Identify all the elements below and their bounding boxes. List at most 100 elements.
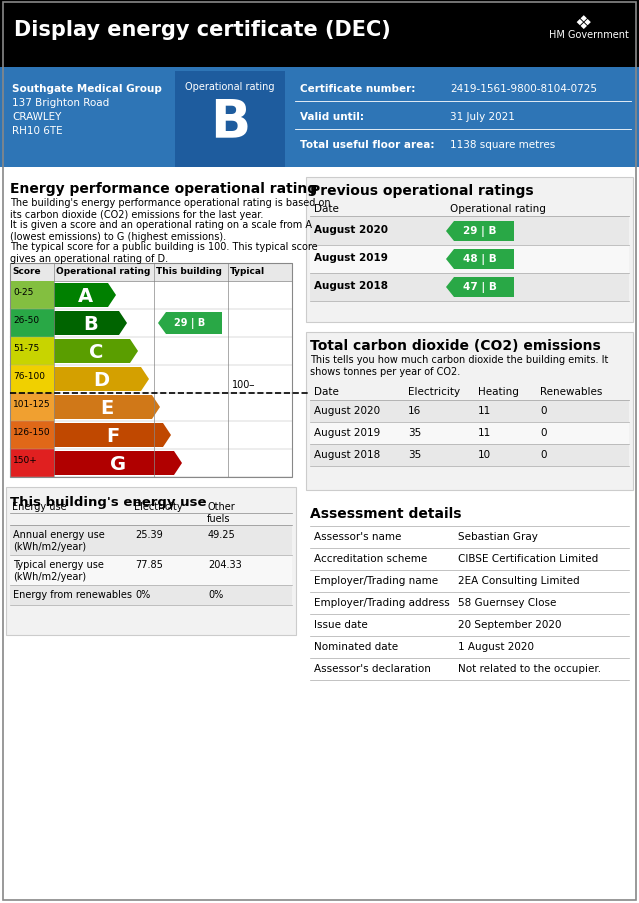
Text: August 2018: August 2018 (314, 281, 388, 291)
Text: Accreditation scheme: Accreditation scheme (314, 554, 427, 563)
Text: 58 Guernsey Close: 58 Guernsey Close (458, 598, 557, 608)
Text: Heating: Heating (478, 386, 519, 396)
Bar (306, 332, 633, 490)
Text: This building: This building (156, 266, 222, 275)
Text: B: B (83, 314, 98, 333)
Text: 0%: 0% (135, 590, 150, 600)
Text: Total carbon dioxide (CO2) emissions: Total carbon dioxide (CO2) emissions (310, 339, 601, 352)
Text: Certificate number:: Certificate number: (300, 84, 415, 94)
Text: Not related to the occupier.: Not related to the occupier. (458, 664, 601, 674)
Text: C: C (89, 342, 103, 361)
Text: 0: 0 (540, 405, 546, 415)
Bar (310, 401, 629, 423)
Text: 0-25: 0-25 (13, 288, 33, 297)
Text: Annual energy use
(kWh/m2/year): Annual energy use (kWh/m2/year) (13, 529, 105, 551)
Text: D: D (93, 370, 109, 389)
Bar (6, 488, 296, 636)
Text: 20 September 2020: 20 September 2020 (458, 619, 562, 629)
Text: Other
fuels: Other fuels (207, 501, 235, 523)
Text: Assessor's name: Assessor's name (314, 531, 401, 542)
Bar (0, 72, 639, 168)
Text: Total useful floor area:: Total useful floor area: (300, 140, 435, 150)
Text: Employer/Trading address: Employer/Trading address (314, 598, 450, 608)
Bar (306, 178, 633, 322)
Text: 0%: 0% (208, 590, 223, 600)
Bar (10, 264, 292, 282)
Text: 25.39: 25.39 (135, 529, 163, 539)
Text: 101-125: 101-125 (13, 399, 50, 408)
Text: Valid until:: Valid until: (300, 112, 364, 122)
Bar (10, 422, 54, 450)
Text: Employer/Trading name: Employer/Trading name (314, 575, 438, 585)
Text: Sebastian Gray: Sebastian Gray (458, 531, 538, 542)
Text: Assessment details: Assessment details (310, 507, 461, 520)
Text: 10: 10 (478, 450, 491, 460)
Bar (310, 246, 629, 274)
Bar (0, 68, 639, 72)
Text: Energy performance operational rating: Energy performance operational rating (10, 182, 317, 196)
Text: 31 July 2021: 31 July 2021 (450, 112, 515, 122)
Text: This building's energy use: This building's energy use (10, 496, 206, 508)
Polygon shape (158, 312, 222, 335)
Text: August 2020: August 2020 (314, 405, 380, 415)
Polygon shape (54, 396, 160, 420)
Bar (10, 526, 292, 555)
Text: 11: 11 (478, 427, 491, 438)
Polygon shape (446, 278, 514, 298)
Text: Energy from renewables: Energy from renewables (13, 590, 132, 600)
Bar (310, 423, 629, 444)
Text: 126-150: 126-150 (13, 427, 50, 436)
Text: The typical score for a public building is 100. This typical score
gives an oper: The typical score for a public building … (10, 242, 318, 264)
Text: Date: Date (314, 204, 339, 214)
Text: RH10 6TE: RH10 6TE (12, 126, 63, 135)
Text: 35: 35 (408, 427, 421, 438)
Bar (10, 264, 292, 478)
Text: August 2019: August 2019 (314, 253, 388, 263)
Polygon shape (446, 222, 514, 242)
Text: 100: 100 (232, 379, 250, 389)
Text: It is given a score and an operational rating on a scale from A
(lowest emission: It is given a score and an operational r… (10, 219, 312, 241)
Text: E: E (100, 398, 114, 417)
Text: B: B (210, 96, 250, 148)
Text: Typical: Typical (230, 266, 265, 275)
Text: 29 | B: 29 | B (463, 226, 497, 237)
Bar (310, 218, 629, 246)
Text: 137 Brighton Road: 137 Brighton Road (12, 98, 109, 107)
Text: 47 | B: 47 | B (463, 282, 497, 293)
Text: Electricity: Electricity (134, 501, 183, 511)
Polygon shape (54, 284, 116, 308)
Text: 48 | B: 48 | B (463, 254, 497, 265)
Text: August 2019: August 2019 (314, 427, 380, 438)
Text: 1 August 2020: 1 August 2020 (458, 641, 534, 651)
Polygon shape (54, 424, 171, 448)
Text: 2EA Consulting Limited: 2EA Consulting Limited (458, 575, 580, 585)
Polygon shape (54, 368, 149, 392)
Text: 0: 0 (540, 427, 546, 438)
Text: G: G (110, 454, 126, 473)
Bar (10, 310, 54, 338)
Text: August 2020: August 2020 (314, 225, 388, 235)
Text: 76-100: 76-100 (13, 372, 45, 380)
Text: 204.33: 204.33 (208, 559, 242, 570)
Text: Previous operational ratings: Previous operational ratings (310, 184, 534, 198)
Bar (10, 585, 292, 605)
Text: Southgate Medical Group: Southgate Medical Group (12, 84, 162, 94)
Bar (310, 444, 629, 467)
Text: Display energy certificate (DEC): Display energy certificate (DEC) (14, 20, 391, 40)
Bar (10, 366, 54, 394)
Text: 1138 square metres: 1138 square metres (450, 140, 555, 150)
Text: Issue date: Issue date (314, 619, 368, 629)
Polygon shape (54, 340, 138, 364)
Text: Typical energy use
(kWh/m2/year): Typical energy use (kWh/m2/year) (13, 559, 104, 581)
Text: August 2018: August 2018 (314, 450, 380, 460)
Text: 35: 35 (408, 450, 421, 460)
Text: A: A (77, 286, 93, 305)
Text: Renewables: Renewables (540, 386, 603, 396)
Text: –: – (248, 379, 254, 389)
Text: Nominated date: Nominated date (314, 641, 398, 651)
Text: CRAWLEY: CRAWLEY (12, 112, 61, 122)
Text: F: F (106, 426, 119, 445)
Text: 51-75: 51-75 (13, 344, 39, 352)
Text: Operational rating: Operational rating (450, 204, 546, 214)
Text: Operational rating: Operational rating (185, 82, 275, 92)
